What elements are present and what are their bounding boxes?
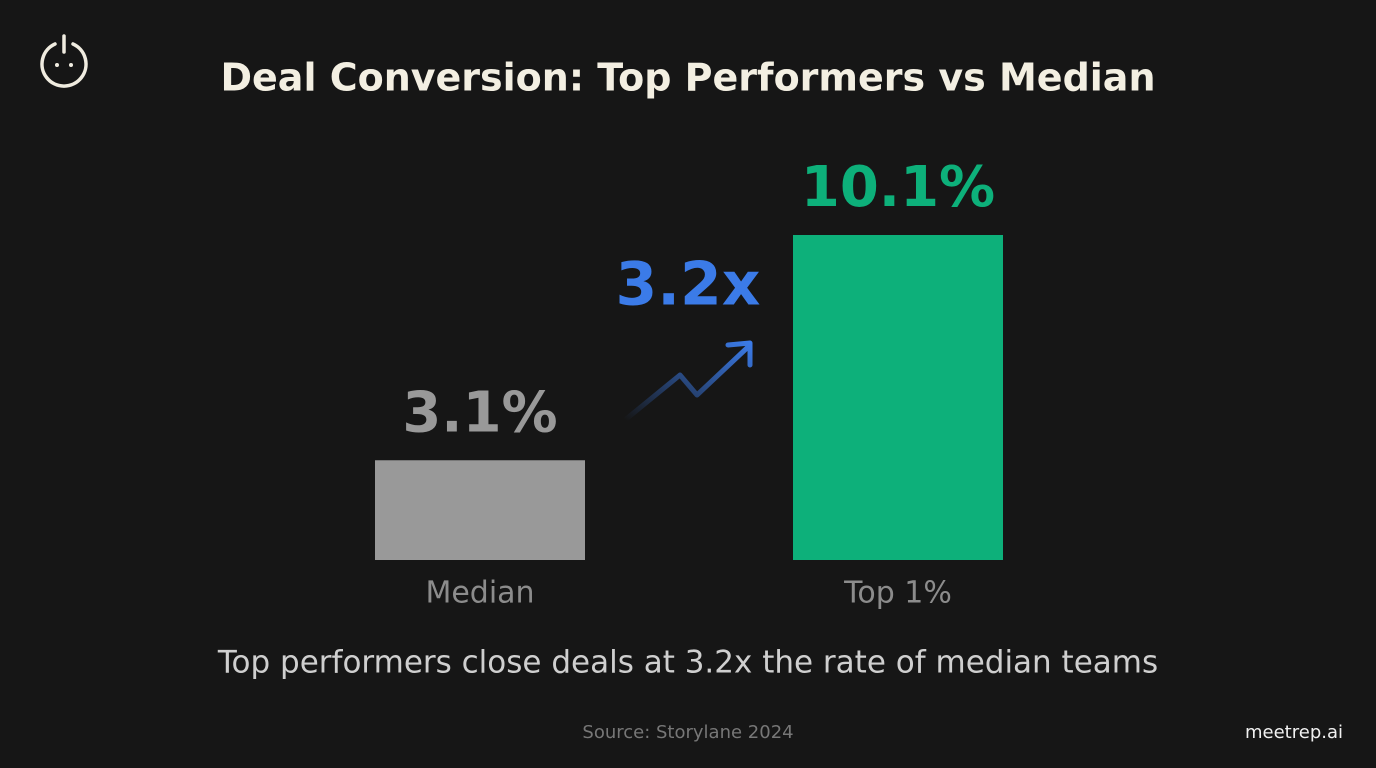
bar [375, 460, 585, 560]
bar [793, 235, 1003, 560]
category-label: Top 1% [843, 576, 952, 611]
brand: meetrep.ai [1245, 722, 1343, 743]
caption: Top performers close deals at 3.2x the r… [217, 645, 1158, 681]
logo [40, 34, 88, 88]
value-label: 10.1% [801, 155, 995, 220]
category-label: Median [425, 576, 534, 611]
value-label: 3.1% [402, 380, 557, 445]
chart-title: Deal Conversion: Top Performers vs Media… [220, 56, 1155, 100]
trend-arrow [622, 340, 753, 423]
annotation: 3.2x [616, 250, 761, 320]
source: Source: Storylane 2024 [582, 722, 793, 743]
